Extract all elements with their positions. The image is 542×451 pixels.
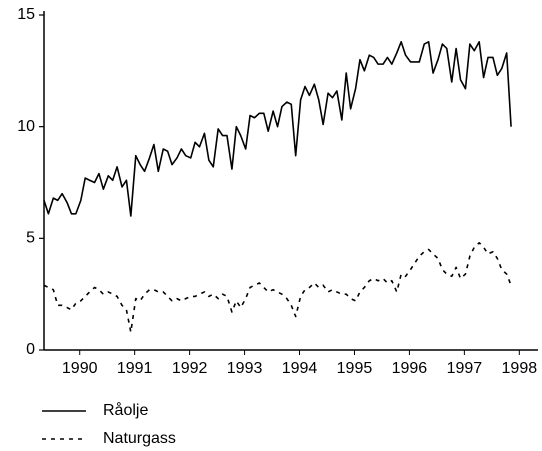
legend-label: Råolje — [103, 401, 148, 419]
x-tick-label: 1990 — [62, 360, 98, 377]
x-tick-label: 1994 — [282, 360, 318, 377]
y-tick-label: 5 — [26, 230, 35, 247]
series-line — [43, 242, 512, 333]
legend-label: Naturgass — [103, 430, 176, 447]
x-tick-label: 1993 — [227, 360, 263, 377]
x-tick-label: 1998 — [502, 360, 538, 377]
x-tick-label: 1991 — [117, 360, 153, 377]
x-tick-label: 1996 — [392, 360, 428, 377]
series-line — [43, 41, 512, 217]
y-tick-label: 10 — [17, 118, 35, 135]
y-tick-label: 0 — [26, 341, 35, 358]
x-tick-label: 1995 — [337, 360, 373, 377]
y-tick-label: 15 — [17, 6, 35, 23]
x-tick-label: 1997 — [447, 360, 483, 377]
x-tick-label: 1992 — [172, 360, 208, 377]
